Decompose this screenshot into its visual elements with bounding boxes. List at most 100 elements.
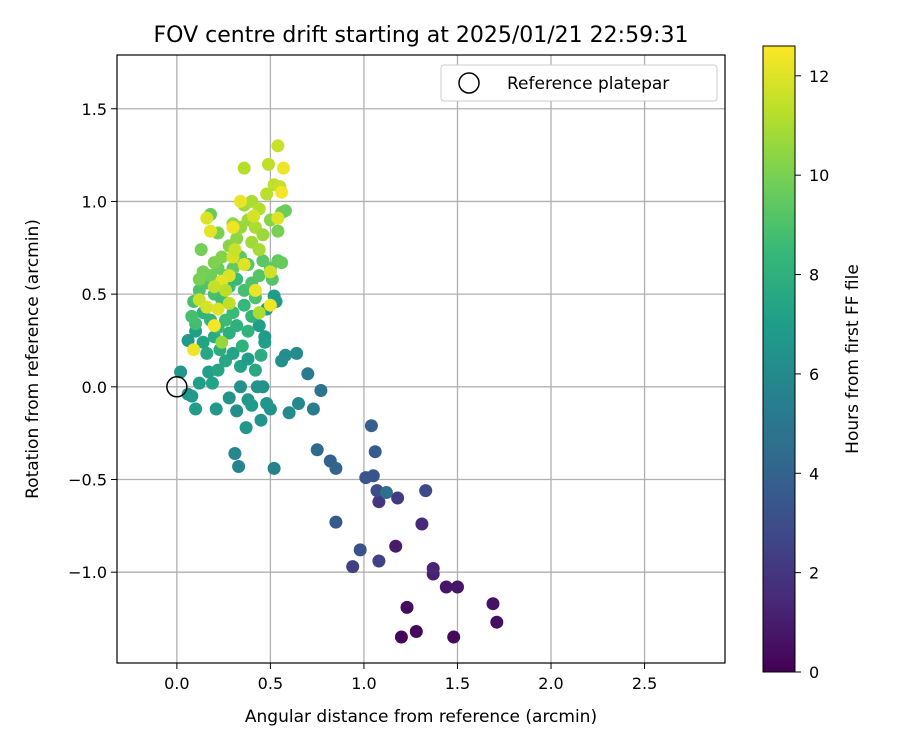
x-tick-label: 1.0 (351, 674, 376, 693)
y-axis-label: Rotation from reference (arcmin) (23, 219, 43, 499)
data-point (230, 319, 244, 333)
data-point (277, 161, 290, 175)
data-point (282, 406, 296, 420)
data-point (228, 447, 242, 460)
y-tick-label: −0.5 (68, 470, 107, 489)
data-points (174, 139, 504, 644)
colorbar-tick-label: 8 (809, 266, 819, 285)
data-point (290, 346, 304, 360)
data-point (394, 630, 408, 644)
data-point (200, 346, 214, 360)
data-point (314, 384, 328, 397)
reference-platepar-point (166, 376, 188, 398)
plot-frame (116, 54, 726, 664)
chart-title: FOV centre drift starting at 2025/01/21 … (154, 23, 689, 48)
x-tick-label: 1.5 (445, 674, 470, 693)
data-point (368, 445, 382, 459)
x-axis-label: Angular distance from reference (arcmin) (245, 707, 597, 727)
x-tick-label: 2.0 (538, 674, 563, 693)
data-point (237, 258, 251, 271)
data-point (389, 539, 403, 553)
data-point (310, 443, 324, 457)
legend-box (440, 64, 718, 102)
data-point (226, 346, 240, 360)
data-point (409, 625, 423, 638)
data-point (234, 194, 247, 208)
x-tick-label: 0.5 (258, 674, 283, 693)
x-tick-label: 0.0 (164, 674, 189, 693)
colorbar-tick-label: 2 (809, 564, 819, 583)
data-point (237, 161, 251, 175)
data-point (256, 228, 270, 242)
data-point (419, 484, 433, 498)
colorbar (762, 45, 796, 673)
data-point (254, 413, 268, 427)
data-point (196, 335, 210, 349)
data-point (292, 397, 305, 410)
data-point (275, 256, 289, 270)
data-point (486, 597, 500, 611)
y-tick-label: 0.5 (82, 285, 107, 304)
data-point (185, 309, 199, 323)
data-point (451, 580, 464, 594)
data-point (359, 471, 373, 485)
data-point (252, 319, 266, 333)
y-tick-label: 1.5 (82, 100, 107, 119)
y-tick-label: 0.0 (82, 378, 107, 397)
data-point (187, 343, 201, 357)
data-point (260, 397, 274, 410)
data-point (248, 363, 262, 377)
data-point (211, 302, 225, 316)
data-point (252, 269, 266, 283)
data-point (415, 517, 429, 531)
data-point (235, 339, 249, 353)
data-point (379, 486, 393, 499)
x-tick-label: 2.5 (632, 674, 657, 693)
data-point (204, 224, 217, 238)
colorbar-tick-label: 10 (809, 166, 829, 185)
data-point (192, 272, 206, 286)
data-point (200, 211, 214, 225)
data-point (239, 421, 253, 435)
data-point (237, 298, 251, 312)
y-tick-label: 1.0 (82, 192, 107, 211)
data-point (200, 300, 214, 314)
data-point (226, 220, 240, 234)
data-point (215, 335, 229, 349)
data-point (192, 376, 206, 390)
data-point (215, 250, 229, 264)
data-point (372, 554, 386, 568)
data-point (211, 363, 225, 377)
legend-reference-marker (458, 72, 480, 94)
data-point (306, 402, 320, 416)
data-point (364, 419, 378, 433)
data-point (230, 232, 244, 245)
data-point (391, 491, 405, 505)
colorbar-tick-label: 4 (809, 464, 819, 483)
y-axis-ticks: −1.0 −0.5 0.0 0.5 1.0 1.5 (68, 100, 117, 582)
data-point (174, 365, 188, 379)
data-point (245, 398, 259, 412)
x-axis-ticks: 0.0 0.5 1.0 1.5 2.0 2.5 (164, 663, 657, 693)
data-point (241, 324, 255, 338)
data-point (271, 139, 285, 153)
colorbar-tick-label: 0 (809, 663, 819, 682)
data-point (248, 283, 262, 297)
data-point (262, 157, 275, 171)
data-point (490, 615, 504, 629)
data-point (439, 580, 453, 594)
data-point (275, 185, 289, 199)
data-point (222, 391, 236, 405)
data-point (301, 367, 315, 381)
data-point (263, 265, 277, 279)
legend: Reference platepar (440, 64, 718, 102)
data-point (241, 352, 255, 366)
data-point (189, 402, 203, 416)
colorbar-tick-label: 12 (809, 67, 829, 86)
data-point (271, 211, 285, 225)
data-point (207, 319, 221, 333)
data-point (372, 495, 386, 509)
reference-marker (166, 376, 188, 398)
data-point (230, 404, 244, 418)
data-point (219, 283, 232, 297)
